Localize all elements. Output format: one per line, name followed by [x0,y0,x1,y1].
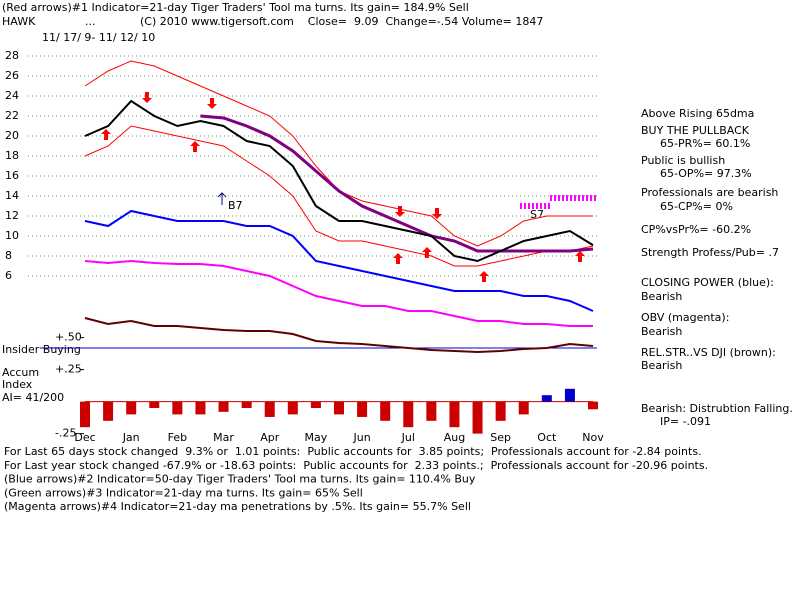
accum-bar [241,401,252,408]
accum-bar [541,395,552,402]
x-tick-label: Oct [537,431,557,444]
y-tick-label: 18 [5,149,19,162]
panel-text: Above Rising 65dma [641,107,754,120]
footer-line: (Green arrows)#3 Indicator=21-day ma tur… [4,486,363,499]
panel-text: Bearish [641,290,682,303]
accum-bar [449,401,460,428]
accum-bar [103,401,114,421]
footer-line: (Blue arrows)#2 Indicator=50-day Tiger T… [4,473,476,486]
panel-text: 65-OP%= 97.3% [660,167,752,180]
panel-text: 65-PR%= 60.1% [660,137,750,150]
series-line [84,125,594,267]
panel-text: BUY THE PULLBACK [641,124,750,137]
x-tick-label: Feb [168,431,187,444]
accum-bar [403,401,414,428]
series-line [84,259,593,327]
right-panel: Above Rising 65dma BUY THE PULLBACK65-PR%… [641,107,793,428]
footer: For Last 65 days stock changed 9.3% or 1… [4,445,708,513]
date-range: 11/ 17/ 9- 11/ 12/ 10 [42,31,155,44]
accum-bar [80,401,90,428]
panel-label: Accum [2,366,39,379]
panel-text: Strength Profess/Pub= .7 [641,246,779,259]
y-tick-label: 6 [5,269,12,282]
accum-bar [472,401,483,434]
panel-text: Bearish [641,325,682,338]
x-tick-label: Dec [74,431,95,444]
y-tick-label: 26 [5,69,19,82]
accum-bar [357,401,368,417]
accum-bar [310,401,321,408]
accum-bar [195,401,206,415]
y-tick-label: 12 [5,209,19,222]
footer-line: For Last 65 days stock changed 9.3% or 1… [4,445,702,458]
panel-text: Public is bullish [641,154,725,167]
symbol: HAWK [2,15,36,28]
panel-text: Bearish: Distrubtion Falling. [641,402,793,415]
magenta-arrows [520,195,596,209]
panel-text: Professionals are bearish [641,186,778,199]
x-tick-label: Sep [490,431,511,444]
accum-bar [149,401,160,408]
y2-tick-label: +.25 [55,363,82,376]
accum-bar [334,401,344,415]
accum-bar [287,401,298,415]
panel-text: Bearish [641,359,682,372]
x-tick-label: Apr [260,431,280,444]
x-tick-label: Jun [352,431,370,444]
y-tick-label: 8 [5,249,12,262]
y-tick-label: 14 [5,189,19,202]
accum-bar [588,401,598,410]
series-line [84,317,594,354]
accum-bar [518,401,529,415]
dots: ... [85,15,96,28]
panel-text: CLOSING POWER (blue): [641,276,774,289]
accum-bar [264,401,275,417]
y-tick-label: 24 [5,89,19,102]
x-tick-label: Mar [213,431,234,444]
header-line: (Red arrows)#1 Indicator=21-day Tiger Tr… [2,1,469,14]
signal-label: B7 [228,199,243,212]
y-tick-label: 16 [5,169,19,182]
x-tick-label: May [305,431,328,444]
accum-bar [426,401,437,421]
y2-tick-label: +.50 [55,331,82,344]
panel-text: CP%vsPr%= -60.2% [641,223,751,236]
x-tick-label: Nov [582,431,604,444]
panel-label: AI= 41/200 [2,391,64,404]
footer-line: (Magenta arrows)#4 Indicator=21-day ma p… [4,500,471,513]
accum-bar [564,388,575,402]
panel-label: Index [2,378,33,391]
panel-label: Insider Buying [2,343,81,356]
accum-bar [218,401,229,412]
panel-text: 65-CP%= 0% [660,200,733,213]
accum-bar [380,401,391,421]
panel-text: OBV (magenta): [641,311,729,324]
y-tick-label: 10 [5,229,19,242]
x-tick-label: Jan [122,431,140,444]
panel-text: IP= -.091 [660,415,711,428]
accum-bar [495,401,506,421]
y-tick-label: 22 [5,109,19,122]
y2-tick-label: -.25 [55,427,76,440]
x-tick-label: Aug [444,431,465,444]
panel-text: REL.STR..VS DJI (brown): [641,346,776,359]
series-line [84,99,594,263]
header-line: (C) 2010 www.tigersoft.com Close= 9.09 C… [140,15,543,28]
series-line [84,209,594,312]
series-line [200,114,594,253]
footer-line: For Last year stock changed -67.9% or -1… [4,459,708,472]
y-tick-label: 28 [5,49,19,62]
x-tick-label: Jul [401,431,415,444]
y-tick-label: 20 [5,129,19,142]
accum-bar [172,401,183,415]
accum-bar [126,401,137,415]
